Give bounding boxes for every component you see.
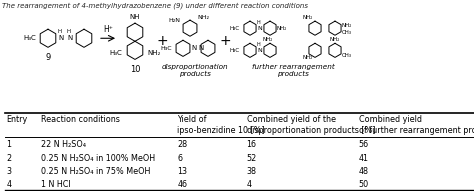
Text: N: N bbox=[191, 45, 196, 51]
Text: The rearrangement of 4-methylhydrazobenzene (9) under different reaction conditi: The rearrangement of 4-methylhydrazobenz… bbox=[2, 2, 308, 9]
Text: H: H bbox=[67, 29, 71, 34]
Text: N: N bbox=[67, 35, 72, 41]
Text: H₃C: H₃C bbox=[160, 46, 172, 51]
Text: H: H bbox=[257, 20, 261, 25]
Text: H: H bbox=[58, 29, 62, 34]
Text: NH₂: NH₂ bbox=[303, 15, 313, 20]
Text: NH₂: NH₂ bbox=[303, 55, 313, 60]
Text: H₃C: H₃C bbox=[230, 26, 240, 31]
Text: Reaction conditions: Reaction conditions bbox=[41, 115, 120, 124]
Text: 50: 50 bbox=[358, 180, 369, 189]
Text: 13: 13 bbox=[177, 167, 187, 176]
Text: 22 N H₂SO₄: 22 N H₂SO₄ bbox=[41, 140, 86, 150]
Text: +: + bbox=[156, 34, 168, 48]
Text: Combined yield
of further rearrangement products [%]: Combined yield of further rearrangement … bbox=[358, 115, 474, 135]
Text: Combined yield of the
disproportionation products [%]: Combined yield of the disproportionation… bbox=[246, 115, 375, 135]
Text: N: N bbox=[58, 35, 63, 41]
Text: 38: 38 bbox=[246, 167, 256, 176]
Text: NH₂: NH₂ bbox=[330, 37, 340, 42]
Text: disproportionation
products: disproportionation products bbox=[162, 63, 228, 77]
Text: H₂N: H₂N bbox=[168, 18, 180, 23]
Text: H₃C: H₃C bbox=[109, 50, 122, 56]
Text: CH₃: CH₃ bbox=[342, 53, 352, 58]
Text: NH₂: NH₂ bbox=[277, 26, 287, 31]
Text: NH₂: NH₂ bbox=[147, 50, 160, 56]
Text: 1 N HCl: 1 N HCl bbox=[41, 180, 71, 189]
Text: H: H bbox=[257, 42, 261, 47]
Text: 52: 52 bbox=[246, 154, 257, 163]
Text: further rearrangement
products: further rearrangement products bbox=[252, 63, 334, 77]
Text: 4: 4 bbox=[7, 180, 12, 189]
Text: 0.25 N H₂SO₄ in 100% MeOH: 0.25 N H₂SO₄ in 100% MeOH bbox=[41, 154, 155, 163]
Text: CH₃: CH₃ bbox=[342, 30, 352, 35]
Text: 56: 56 bbox=[358, 140, 369, 150]
Text: 10: 10 bbox=[130, 66, 140, 74]
Text: H₃C: H₃C bbox=[230, 48, 240, 53]
Text: H₃C: H₃C bbox=[23, 35, 36, 41]
Text: 41: 41 bbox=[358, 154, 369, 163]
Text: N: N bbox=[198, 45, 203, 51]
Text: 6: 6 bbox=[177, 154, 182, 163]
Text: 2: 2 bbox=[7, 154, 12, 163]
Text: 9: 9 bbox=[46, 53, 51, 62]
Text: 0.25 N H₂SO₄ in 75% MeOH: 0.25 N H₂SO₄ in 75% MeOH bbox=[41, 167, 151, 176]
Text: 48: 48 bbox=[358, 167, 369, 176]
Text: Yield of
ipso-benzidine 10 [%]: Yield of ipso-benzidine 10 [%] bbox=[177, 115, 265, 135]
Text: 3: 3 bbox=[7, 167, 12, 176]
Text: 1: 1 bbox=[7, 140, 12, 150]
Text: N: N bbox=[257, 48, 262, 53]
Text: 4: 4 bbox=[246, 180, 252, 189]
Text: 16: 16 bbox=[246, 140, 256, 150]
Text: NH₂: NH₂ bbox=[197, 15, 209, 20]
Text: NH₂: NH₂ bbox=[263, 37, 273, 42]
Text: NH₂: NH₂ bbox=[342, 23, 352, 28]
Text: H⁺: H⁺ bbox=[103, 25, 113, 34]
Text: N: N bbox=[257, 26, 262, 31]
Text: +: + bbox=[219, 34, 231, 48]
Text: Entry: Entry bbox=[7, 115, 28, 124]
Text: 28: 28 bbox=[177, 140, 187, 150]
Text: NH: NH bbox=[130, 14, 140, 20]
Text: 46: 46 bbox=[177, 180, 187, 189]
